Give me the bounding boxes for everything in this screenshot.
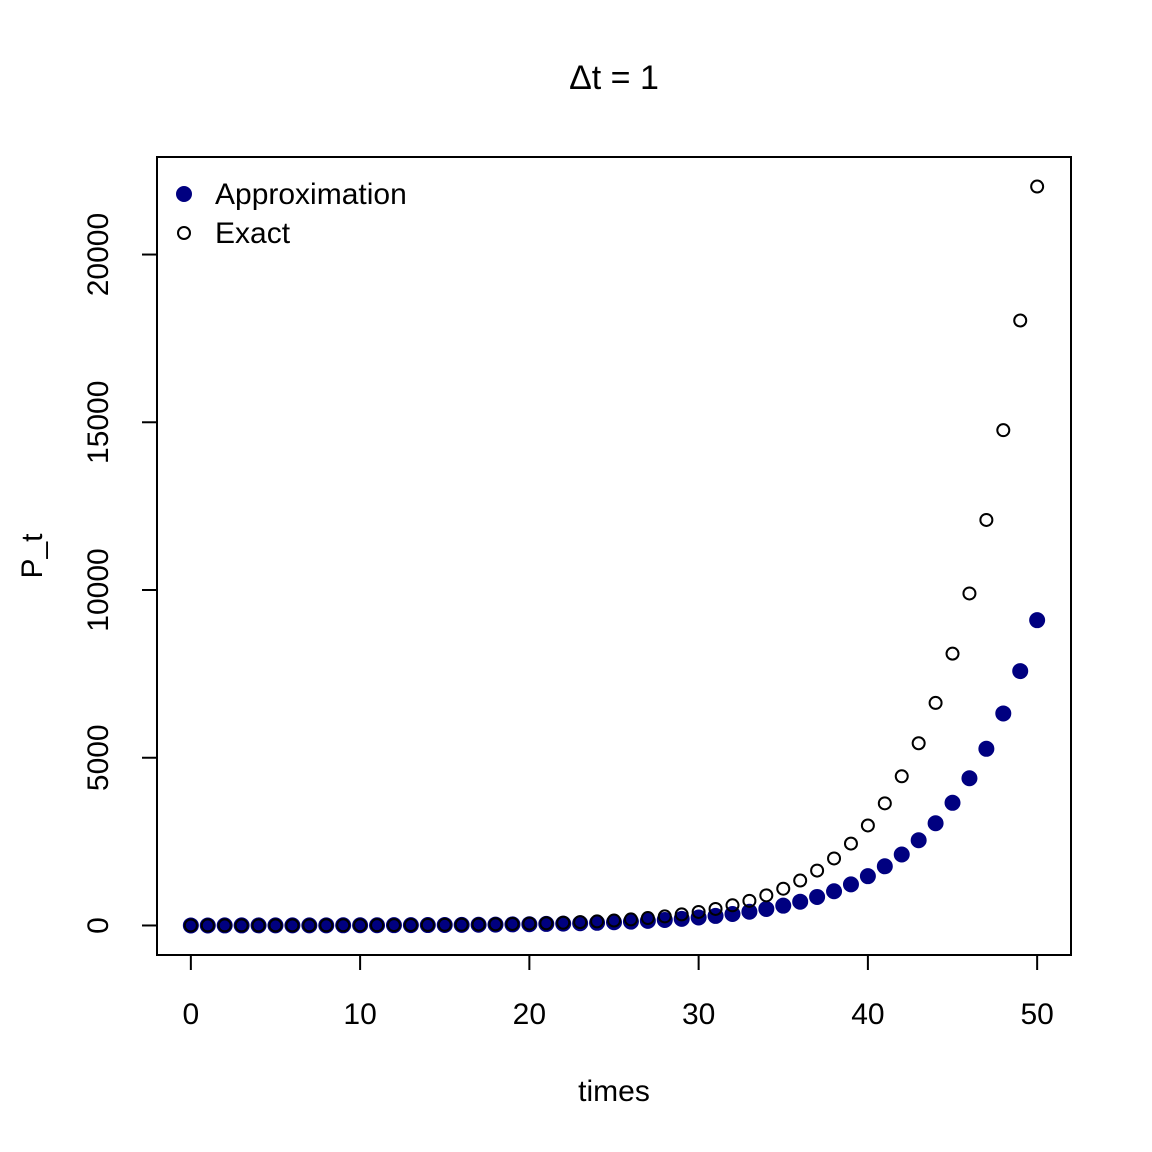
- x-tick-label: 50: [1020, 998, 1053, 1031]
- data-point: [353, 918, 368, 933]
- data-point: [776, 881, 791, 896]
- data-point: [673, 910, 690, 927]
- legend-label: Approximation: [215, 178, 407, 211]
- x-tick-label: 10: [343, 998, 376, 1031]
- data-point: [623, 912, 638, 927]
- data-point: [978, 740, 995, 757]
- data-point: [877, 796, 892, 811]
- data-point: [639, 912, 656, 929]
- data-point: [810, 863, 825, 878]
- data-point: [979, 512, 994, 527]
- data-point: [556, 915, 571, 930]
- data-point: [758, 900, 775, 917]
- data-point: [336, 918, 351, 933]
- y-tick-label: 5000: [82, 724, 115, 791]
- data-point: [437, 917, 452, 932]
- x-tick-label: 0: [183, 998, 200, 1031]
- data-point: [893, 846, 910, 863]
- data-point: [488, 917, 503, 932]
- data-point: [370, 918, 385, 933]
- data-point: [183, 918, 198, 933]
- data-point: [386, 918, 401, 933]
- data-point: [708, 901, 723, 916]
- data-point: [894, 769, 909, 784]
- data-point: [285, 918, 300, 933]
- data-point: [1029, 612, 1046, 629]
- y-tick-label: 20000: [82, 213, 115, 296]
- data-point: [454, 917, 469, 932]
- x-tick-label: 20: [513, 998, 546, 1031]
- data-point: [403, 918, 418, 933]
- data-point: [876, 858, 893, 875]
- data-point: [842, 876, 859, 893]
- data-point: [945, 646, 960, 661]
- data-point: [928, 695, 943, 710]
- data-point: [944, 794, 961, 811]
- data-point: [302, 918, 317, 933]
- data-point: [910, 832, 927, 849]
- data-point: [268, 918, 283, 933]
- data-point: [995, 705, 1012, 722]
- data-point: [471, 917, 486, 932]
- x-tick-label: 40: [851, 998, 884, 1031]
- legend-label: Exact: [215, 217, 291, 250]
- y-tick-label: 15000: [82, 381, 115, 464]
- y-tick-label: 10000: [82, 548, 115, 631]
- data-point: [505, 916, 520, 931]
- data-point: [793, 873, 808, 888]
- x-axis-label: times: [578, 1075, 650, 1108]
- legend-marker: [177, 226, 191, 240]
- data-point: [234, 918, 249, 933]
- data-point: [962, 586, 977, 601]
- data-point: [200, 918, 215, 933]
- y-tick-label: 0: [82, 917, 115, 934]
- data-point: [319, 918, 334, 933]
- chart-title: Δt = 1: [569, 59, 659, 97]
- data-point: [674, 907, 689, 922]
- data-point: [539, 916, 554, 931]
- data-point: [860, 818, 875, 833]
- data-point: [725, 898, 740, 913]
- data-point: [826, 883, 843, 900]
- data-point: [1030, 179, 1045, 194]
- data-point: [911, 736, 926, 751]
- data-point: [640, 911, 655, 926]
- plot-frame: [156, 156, 1072, 956]
- y-axis-label: P_t: [16, 533, 49, 579]
- data-point: [843, 836, 858, 851]
- data-point: [809, 888, 826, 905]
- data-point: [1013, 313, 1028, 328]
- legend-marker: [176, 186, 192, 202]
- data-point: [859, 868, 876, 885]
- data-point: [961, 770, 978, 787]
- data-point: [217, 918, 232, 933]
- data-point: [657, 909, 672, 924]
- data-point: [792, 893, 809, 910]
- data-point: [741, 903, 758, 920]
- data-point: [573, 915, 588, 930]
- data-point: [996, 423, 1011, 438]
- data-point: [927, 815, 944, 832]
- data-point: [759, 888, 774, 903]
- data-point: [656, 911, 673, 928]
- data-point: [742, 893, 757, 908]
- data-point: [251, 918, 266, 933]
- data-point: [827, 851, 842, 866]
- x-tick-label: 30: [682, 998, 715, 1031]
- data-point: [590, 914, 605, 929]
- data-point: [775, 897, 792, 914]
- data-point: [522, 916, 537, 931]
- data-point: [607, 913, 621, 928]
- data-point: [420, 917, 435, 932]
- data-point: [691, 904, 706, 919]
- data-point: [1012, 663, 1029, 680]
